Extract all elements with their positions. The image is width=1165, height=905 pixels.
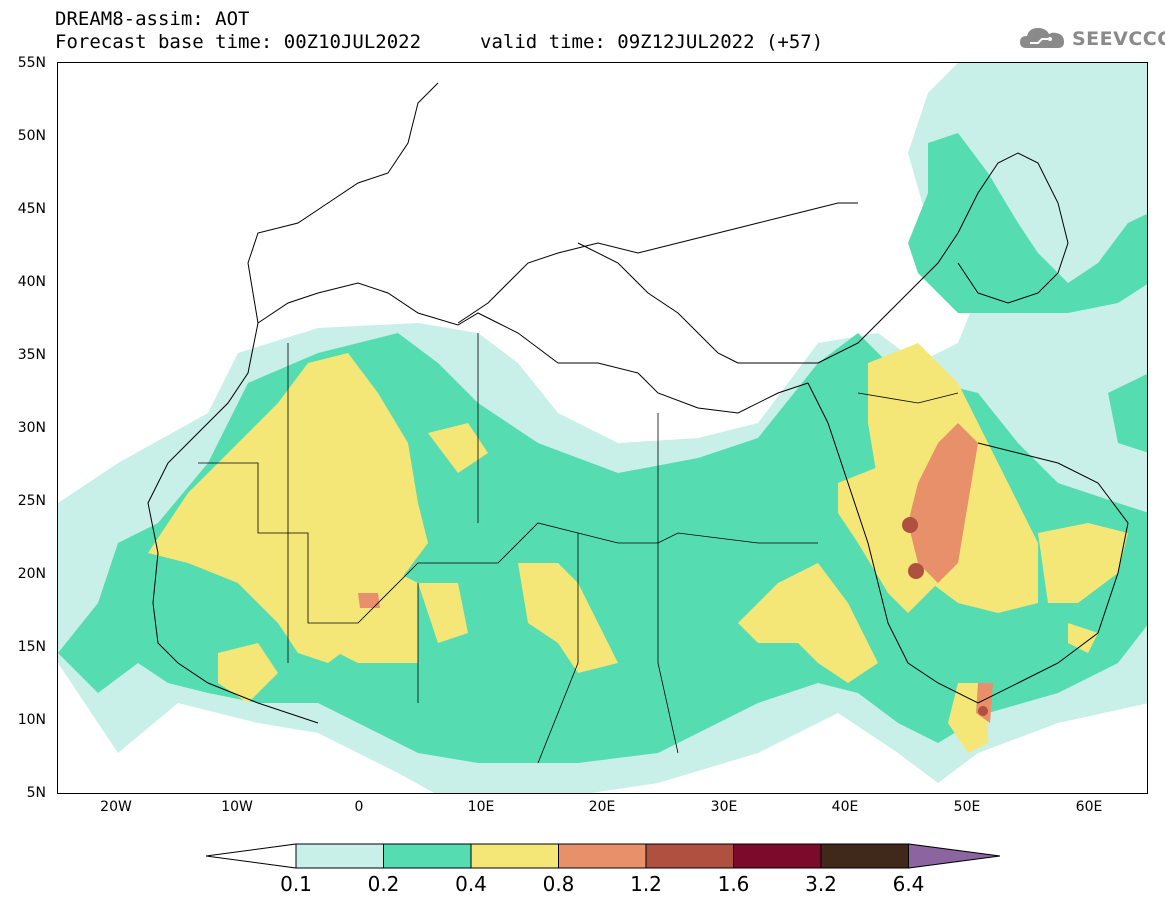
seevccc-logo: SEEVCCC [1018, 22, 1165, 58]
lat-label: 10N [17, 712, 46, 728]
lat-label: 25N [17, 493, 46, 509]
logo-text: SEEVCCC [1072, 28, 1165, 50]
colorbar-level-label: 3.2 [805, 872, 837, 896]
colorbar [206, 843, 1001, 869]
colorbar-under-triangle [206, 843, 297, 869]
aot-map [57, 62, 1148, 794]
lat-label: 20N [17, 566, 46, 582]
lon-label: 30E [710, 799, 738, 815]
colorbar-level-label: 0.2 [367, 872, 400, 896]
colorbar-level-label: 1.2 [630, 872, 662, 896]
colorbar-segment [820, 843, 909, 869]
colorbar-segment [733, 843, 822, 869]
lat-label: 55N [17, 55, 46, 71]
lon-label: 50E [953, 799, 981, 815]
lat-label: 5N [26, 785, 46, 801]
lon-label: 0 [354, 799, 364, 815]
colorbar-segment [558, 843, 647, 869]
lat-label: 35N [17, 347, 46, 363]
country-borders [198, 333, 959, 764]
lon-label: 10W [221, 799, 253, 815]
map-canvas [58, 63, 1147, 793]
lon-label: 60E [1075, 799, 1103, 815]
lon-label: 20E [588, 799, 616, 815]
cloud-icon [1020, 28, 1064, 48]
colorbar-segment [470, 843, 559, 869]
lat-label: 45N [17, 201, 46, 217]
lon-label: 20W [100, 799, 132, 815]
lat-label: 50N [17, 128, 46, 144]
valid-time: valid time: 09Z12JUL2022 (+57) [480, 31, 824, 53]
forecast-base-time: Forecast base time: 00Z10JUL2022 [55, 31, 422, 53]
colorbar-level-label: 0.4 [455, 872, 487, 896]
coastlines [147, 82, 1129, 724]
aot-field-1.2 [902, 517, 988, 716]
map-title: DREAM8-assim: AOT [55, 8, 250, 30]
colorbar-level-label: 6.4 [892, 872, 925, 896]
colorbar-level-label: 0.8 [542, 872, 575, 896]
lon-label: 10E [467, 799, 495, 815]
colorbar-segment [295, 843, 384, 869]
colorbar-level-label: 0.1 [280, 872, 312, 896]
colorbar-segment [645, 843, 734, 869]
lon-label: 40E [831, 799, 859, 815]
colorbar-segment [383, 843, 472, 869]
lat-label: 30N [17, 420, 46, 436]
colorbar-level-label: 1.6 [717, 872, 750, 896]
colorbar-over-triangle [908, 843, 1001, 869]
lat-label: 15N [17, 639, 46, 655]
lat-label: 40N [17, 274, 46, 290]
